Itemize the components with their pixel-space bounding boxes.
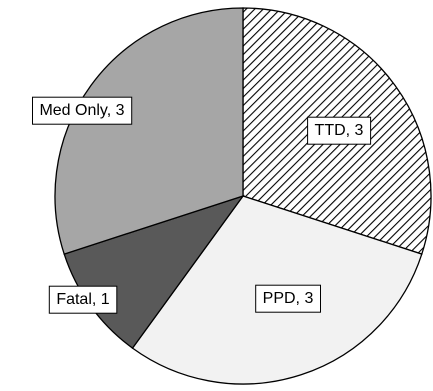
- data-label-ppd: PPD, 3: [255, 284, 321, 313]
- pie-slices: [54, 7, 432, 385]
- data-label-box: [255, 284, 321, 313]
- data-label-text: Med Only, 3: [39, 102, 124, 119]
- data-label-ttd: TTD, 3: [307, 116, 372, 145]
- data-label-box: [307, 116, 372, 145]
- data-label-text: Fatal, 1: [56, 291, 109, 308]
- data-label-fatal: Fatal, 1: [48, 285, 118, 314]
- data-label-med-only: Med Only, 3: [32, 96, 133, 125]
- data-label-text: TTD, 3: [315, 122, 364, 139]
- data-label-text: PPD, 3: [263, 290, 314, 307]
- data-label-box: [32, 96, 133, 125]
- data-label-box: [48, 285, 118, 314]
- pie-slice-med-only: [54, 7, 244, 255]
- pie-data-labels: TTD, 3 PPD, 3 Fatal, 1 Med Only, 3: [32, 96, 372, 314]
